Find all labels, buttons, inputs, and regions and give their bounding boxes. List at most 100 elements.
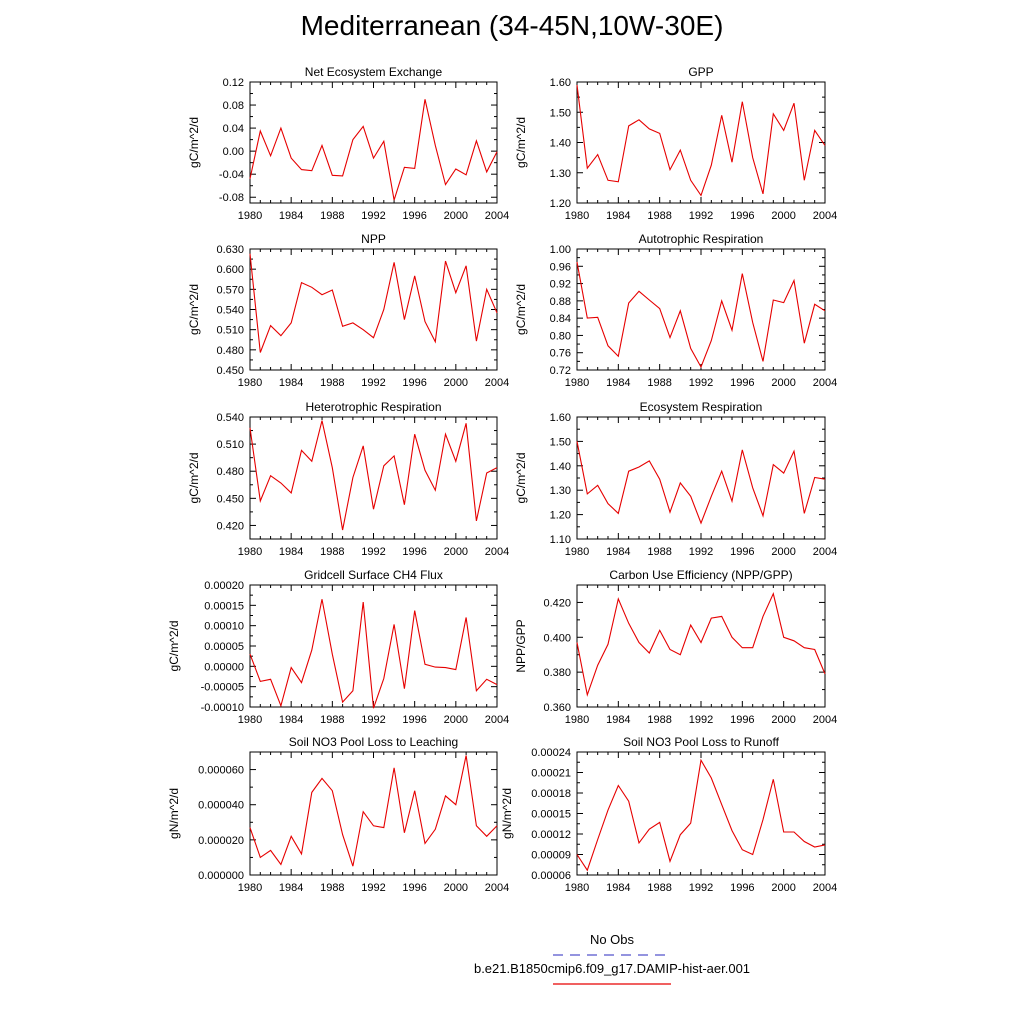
series-line [576,261,826,369]
y-tick-label: 0.000000 [198,870,244,882]
panel-title: Carbon Use Efficiency (NPP/GPP) [609,568,792,582]
y-tick-label: 0.510 [216,439,244,451]
y-tick-label: 0.00000 [204,661,244,673]
x-tick-label: 1992 [689,714,713,726]
x-tick-label: 1984 [279,377,303,389]
panel-title: Soil NO3 Pool Loss to Leaching [289,735,458,749]
y-tick-label: 1.50 [550,436,571,448]
x-tick-label: 1980 [565,210,589,222]
chart-panel-9: Soil NO3 Pool Loss to Leaching gN/m^2/d 19… [167,735,509,894]
series-line [576,84,826,197]
y-tick-label: 1.30 [550,485,571,497]
y-axis-label: NPP/GPP [514,619,528,672]
y-tick-label: 0.540 [216,412,244,424]
y-tick-label: 0.360 [543,702,571,714]
panel-title: NPP [361,232,386,246]
y-tick-label: 0.00 [223,146,244,158]
panel-title: Gridcell Surface CH4 Flux [304,568,443,582]
y-tick-label: 1.30 [550,168,571,180]
y-tick-label: 0.80 [550,330,571,342]
x-tick-label: 2004 [813,714,837,726]
y-tick-label: 0.480 [216,466,244,478]
x-tick-label: 1988 [647,882,671,894]
y-axis-label: gC/m^2/d [187,284,201,335]
y-tick-label: 1.40 [550,138,571,150]
x-tick-label: 1996 [730,546,754,558]
y-tick-label: 0.00024 [531,747,571,759]
plot-frame [249,81,498,204]
x-tick-label: 2004 [813,210,837,222]
y-tick-label: 0.00009 [531,850,571,862]
series-line [576,758,826,872]
x-tick-label: 1996 [402,377,426,389]
x-tick-label: 2004 [485,210,509,222]
x-tick-label: 1996 [402,882,426,894]
y-tick-label: 0.00021 [531,768,571,780]
y-tick-label: 0.96 [550,261,571,273]
x-tick-label: 1984 [606,377,630,389]
x-tick-label: 1988 [647,210,671,222]
y-tick-label: -0.04 [219,169,244,181]
x-tick-label: 1996 [730,882,754,894]
x-tick-label: 1992 [361,377,385,389]
x-tick-label: 1992 [689,377,713,389]
x-tick-label: 2000 [444,377,468,389]
x-tick-label: 2004 [485,546,509,558]
x-tick-label: 1996 [730,377,754,389]
chart-panel-3: NPP gC/m^2/d 1980 1984 1988 1992 1996 2000 2004 0… [187,232,509,389]
x-tick-label: 2000 [444,714,468,726]
chart-panel-6: Ecosystem Respiration gC/m^2/d 1980 1984 198… [514,400,837,558]
y-axis-label: gC/m^2/d [187,453,201,504]
x-tick-label: 1984 [279,882,303,894]
panel-title: Autotrophic Respiration [639,232,764,246]
y-tick-label: 0.450 [216,365,244,377]
series-line [576,592,826,697]
x-tick-label: 1992 [689,882,713,894]
y-tick-label: -0.08 [219,192,244,204]
y-tick-label: 0.570 [216,284,244,296]
x-tick-label: 1984 [279,210,303,222]
x-tick-label: 2000 [771,377,795,389]
panel-title: Soil NO3 Pool Loss to Runoff [623,735,780,749]
y-tick-label: 1.40 [550,461,571,473]
plot-frame [249,416,498,540]
chart-panel-10: Soil NO3 Pool Loss to Runoff gN/m^2/d 1980… [500,735,837,894]
y-tick-label: 0.540 [216,305,244,317]
chart-panel-4: Autotrophic Respiration gC/m^2/d 1980 1984 1… [514,232,837,389]
y-tick-label: 0.630 [216,244,244,256]
plot-frame [249,248,498,371]
x-tick-label: 1992 [361,546,385,558]
y-tick-label: 0.12 [223,77,244,89]
series-line [249,99,498,201]
x-tick-label: 1980 [238,882,262,894]
y-tick-label: 0.450 [216,493,244,505]
chart-panel-7: Gridcell Surface CH4 Flux gC/m^2/d 1980 198… [167,568,509,726]
y-axis-label: gC/m^2/d [514,117,528,168]
y-tick-label: 0.88 [550,296,571,308]
x-tick-label: 2004 [813,882,837,894]
x-tick-label: 1984 [279,546,303,558]
chart-panel-1: Net Ecosystem Exchange gC/m^2/d 1980 1984 19… [187,65,509,222]
x-tick-label: 1984 [279,714,303,726]
panel-title: Net Ecosystem Exchange [305,65,443,79]
x-tick-label: 1988 [647,546,671,558]
y-tick-label: -0.00010 [201,702,244,714]
x-tick-label: 1992 [689,546,713,558]
y-tick-label: 1.10 [550,534,571,546]
main-title: Mediterranean (34-45N,10W-30E) [300,10,724,41]
y-axis-label: gC/m^2/d [167,621,181,672]
series-line [249,755,498,867]
y-tick-label: 0.00005 [204,641,244,653]
x-tick-label: 1988 [320,546,344,558]
x-tick-label: 1988 [320,882,344,894]
y-tick-label: 1.60 [550,77,571,89]
x-tick-label: 2000 [771,882,795,894]
chart-panel-2: GPP gC/m^2/d 1980 1984 1988 1992 1996 2000 2004 1… [514,65,837,222]
x-tick-label: 1980 [565,714,589,726]
x-tick-label: 2004 [485,882,509,894]
y-tick-label: 0.380 [543,667,571,679]
plot-frame [576,416,826,540]
y-tick-label: 0.00010 [204,621,244,633]
panel-title: Heterotrophic Respiration [305,400,441,414]
x-tick-label: 2000 [444,210,468,222]
